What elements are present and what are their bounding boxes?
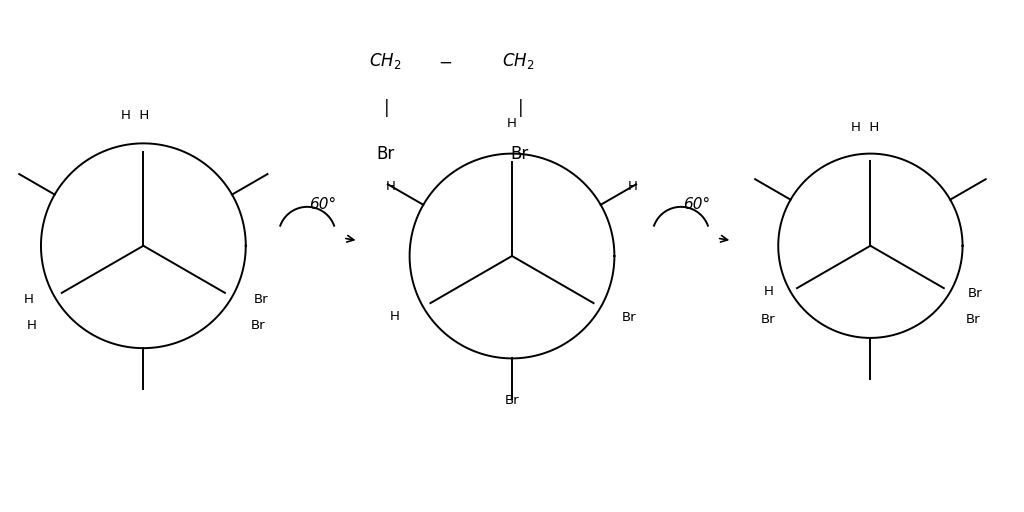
Text: |: | xyxy=(517,98,523,117)
Text: H: H xyxy=(507,117,517,130)
Text: Br: Br xyxy=(761,313,775,326)
Text: 60°: 60° xyxy=(309,197,336,212)
Text: $CH_2$: $CH_2$ xyxy=(369,51,401,72)
Text: H  H: H H xyxy=(121,110,150,122)
Text: Br: Br xyxy=(622,311,636,324)
Text: 60°: 60° xyxy=(683,197,710,212)
Text: Br: Br xyxy=(966,313,980,326)
Text: H: H xyxy=(27,318,36,332)
Text: Br: Br xyxy=(254,293,268,306)
Text: |: | xyxy=(384,98,390,117)
Text: $-$: $-$ xyxy=(438,52,453,71)
Text: H: H xyxy=(386,180,396,194)
Text: H: H xyxy=(628,180,638,194)
Text: Br: Br xyxy=(510,144,528,163)
Text: H: H xyxy=(764,285,773,297)
Text: Br: Br xyxy=(968,287,982,300)
Text: Br: Br xyxy=(505,394,519,407)
Text: $CH_2$: $CH_2$ xyxy=(502,51,535,72)
Text: H: H xyxy=(389,310,399,323)
Text: H: H xyxy=(24,293,33,306)
Text: Br: Br xyxy=(251,318,265,332)
Text: H  H: H H xyxy=(851,121,880,135)
Text: Br: Br xyxy=(377,144,395,163)
